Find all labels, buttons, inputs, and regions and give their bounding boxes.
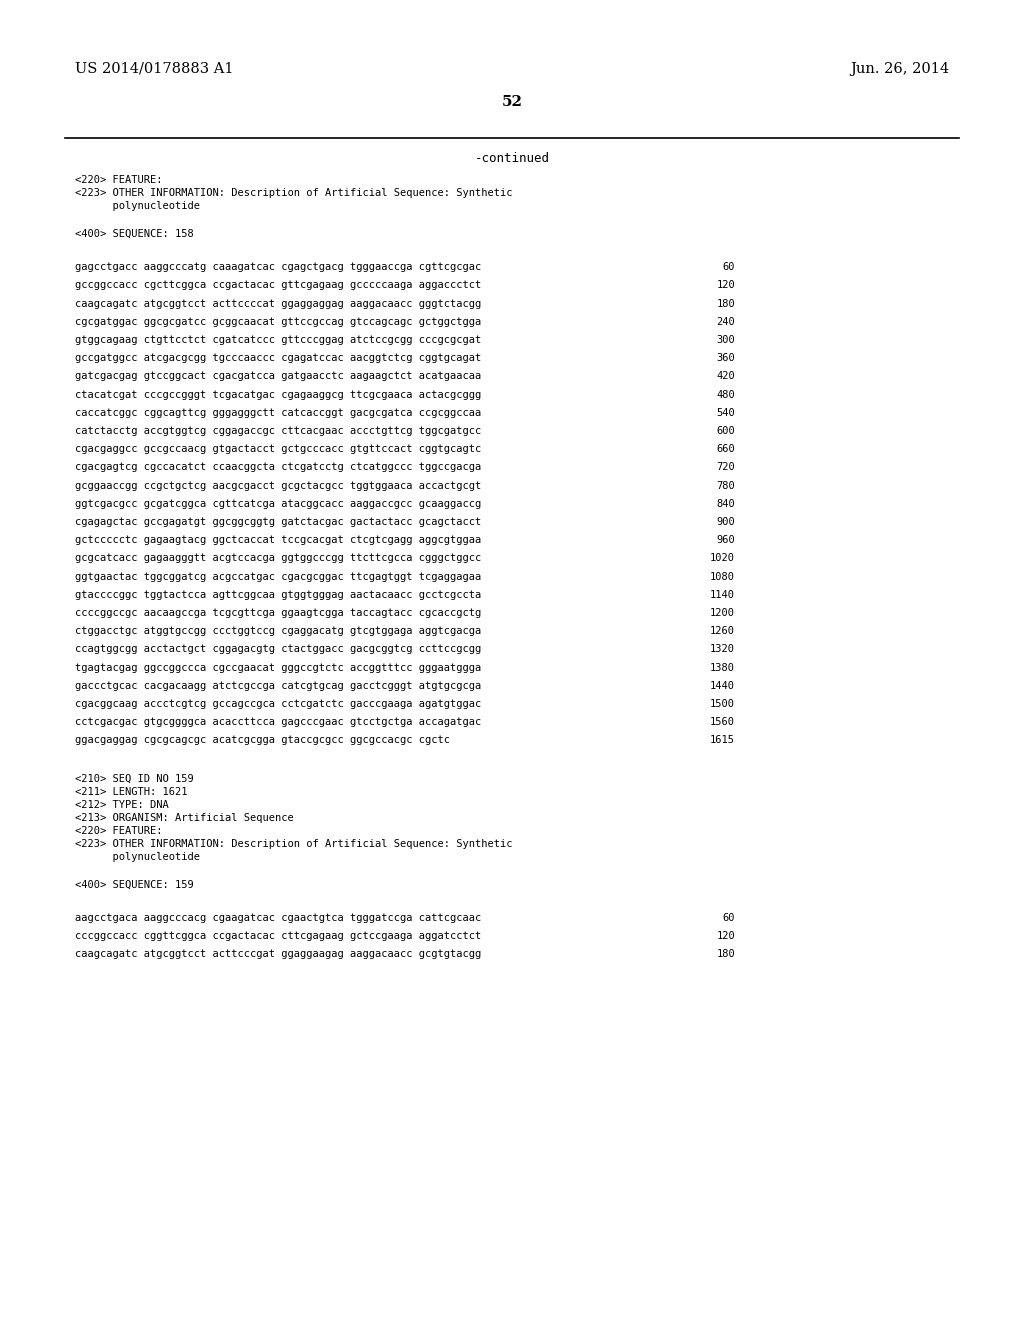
Text: cgagagctac gccgagatgt ggcggcggtg gatctacgac gactactacc gcagctacct: cgagagctac gccgagatgt ggcggcggtg gatctac… <box>75 517 481 527</box>
Text: cgacgagtcg cgccacatct ccaacggcta ctcgatcctg ctcatggccc tggccgacga: cgacgagtcg cgccacatct ccaacggcta ctcgatc… <box>75 462 481 473</box>
Text: 120: 120 <box>716 280 735 290</box>
Text: <223> OTHER INFORMATION: Description of Artificial Sequence: Synthetic: <223> OTHER INFORMATION: Description of … <box>75 187 512 198</box>
Text: cgcgatggac ggcgcgatcc gcggcaacat gttccgccag gtccagcagc gctggctgga: cgcgatggac ggcgcgatcc gcggcaacat gttccgc… <box>75 317 481 327</box>
Text: 240: 240 <box>716 317 735 327</box>
Text: <212> TYPE: DNA: <212> TYPE: DNA <box>75 800 169 809</box>
Text: 1560: 1560 <box>710 717 735 727</box>
Text: 540: 540 <box>716 408 735 418</box>
Text: <220> FEATURE:: <220> FEATURE: <box>75 825 163 836</box>
Text: gtaccccggc tggtactcca agttcggcaa gtggtgggag aactacaacc gcctcgccta: gtaccccggc tggtactcca agttcggcaa gtggtgg… <box>75 590 481 599</box>
Text: 60: 60 <box>723 263 735 272</box>
Text: caccatcggc cggcagttcg gggagggctt catcaccggt gacgcgatca ccgcggccaa: caccatcggc cggcagttcg gggagggctt catcacc… <box>75 408 481 418</box>
Text: 600: 600 <box>716 426 735 436</box>
Text: cgacggcaag accctcgtcg gccagccgca cctcgatctc gacccgaaga agatgtggac: cgacggcaag accctcgtcg gccagccgca cctcgat… <box>75 700 481 709</box>
Text: cctcgacgac gtgcggggca acaccttcca gagcccgaac gtcctgctga accagatgac: cctcgacgac gtgcggggca acaccttcca gagcccg… <box>75 717 481 727</box>
Text: ggacgaggag cgcgcagcgc acatcgcgga gtaccgcgcc ggcgccacgc cgctc: ggacgaggag cgcgcagcgc acatcgcgga gtaccgc… <box>75 735 450 746</box>
Text: gatcgacgag gtccggcact cgacgatcca gatgaacctc aagaagctct acatgaacaa: gatcgacgag gtccggcact cgacgatcca gatgaac… <box>75 371 481 381</box>
Text: 360: 360 <box>716 354 735 363</box>
Text: 1260: 1260 <box>710 626 735 636</box>
Text: 1500: 1500 <box>710 700 735 709</box>
Text: ggtcgacgcc gcgatcggca cgttcatcga atacggcacc aaggaccgcc gcaaggaccg: ggtcgacgcc gcgatcggca cgttcatcga atacggc… <box>75 499 481 508</box>
Text: 1200: 1200 <box>710 609 735 618</box>
Text: <213> ORGANISM: Artificial Sequence: <213> ORGANISM: Artificial Sequence <box>75 813 294 822</box>
Text: 1320: 1320 <box>710 644 735 655</box>
Text: gccgatggcc atcgacgcgg tgcccaaccc cgagatccac aacggtctcg cggtgcagat: gccgatggcc atcgacgcgg tgcccaaccc cgagatc… <box>75 354 481 363</box>
Text: ctacatcgat cccgccgggt tcgacatgac cgagaaggcg ttcgcgaaca actacgcggg: ctacatcgat cccgccgggt tcgacatgac cgagaag… <box>75 389 481 400</box>
Text: 1615: 1615 <box>710 735 735 746</box>
Text: 180: 180 <box>716 298 735 309</box>
Text: <223> OTHER INFORMATION: Description of Artificial Sequence: Synthetic: <223> OTHER INFORMATION: Description of … <box>75 838 512 849</box>
Text: gtggcagaag ctgttcctct cgatcatccc gttcccggag atctccgcgg cccgcgcgat: gtggcagaag ctgttcctct cgatcatccc gttcccg… <box>75 335 481 345</box>
Text: 480: 480 <box>716 389 735 400</box>
Text: 120: 120 <box>716 931 735 941</box>
Text: 60: 60 <box>723 913 735 923</box>
Text: polynucleotide: polynucleotide <box>75 201 200 211</box>
Text: 1380: 1380 <box>710 663 735 673</box>
Text: <220> FEATURE:: <220> FEATURE: <box>75 176 163 185</box>
Text: <210> SEQ ID NO 159: <210> SEQ ID NO 159 <box>75 774 194 784</box>
Text: 52: 52 <box>502 95 522 110</box>
Text: <211> LENGTH: 1621: <211> LENGTH: 1621 <box>75 787 187 796</box>
Text: cccggccacc cggttcggca ccgactacac cttcgagaag gctccgaaga aggatcctct: cccggccacc cggttcggca ccgactacac cttcgag… <box>75 931 481 941</box>
Text: 180: 180 <box>716 949 735 960</box>
Text: Jun. 26, 2014: Jun. 26, 2014 <box>850 62 949 77</box>
Text: <400> SEQUENCE: 159: <400> SEQUENCE: 159 <box>75 879 194 890</box>
Text: ggtgaactac tggcggatcg acgccatgac cgacgcggac ttcgagtggt tcgaggagaa: ggtgaactac tggcggatcg acgccatgac cgacgcg… <box>75 572 481 582</box>
Text: 1440: 1440 <box>710 681 735 690</box>
Text: aagcctgaca aaggcccacg cgaagatcac cgaactgtca tgggatccga cattcgcaac: aagcctgaca aaggcccacg cgaagatcac cgaactg… <box>75 913 481 923</box>
Text: caagcagatc atgcggtcct acttccccat ggaggaggag aaggacaacc gggtctacgg: caagcagatc atgcggtcct acttccccat ggaggag… <box>75 298 481 309</box>
Text: 660: 660 <box>716 445 735 454</box>
Text: ctggacctgc atggtgccgg ccctggtccg cgaggacatg gtcgtggaga aggtcgacga: ctggacctgc atggtgccgg ccctggtccg cgaggac… <box>75 626 481 636</box>
Text: 300: 300 <box>716 335 735 345</box>
Text: caagcagatc atgcggtcct acttcccgat ggaggaagag aaggacaacc gcgtgtacgg: caagcagatc atgcggtcct acttcccgat ggaggaa… <box>75 949 481 960</box>
Text: 900: 900 <box>716 517 735 527</box>
Text: US 2014/0178883 A1: US 2014/0178883 A1 <box>75 62 233 77</box>
Text: gagcctgacc aaggcccatg caaagatcac cgagctgacg tgggaaccga cgttcgcgac: gagcctgacc aaggcccatg caaagatcac cgagctg… <box>75 263 481 272</box>
Text: 1140: 1140 <box>710 590 735 599</box>
Text: <400> SEQUENCE: 158: <400> SEQUENCE: 158 <box>75 228 194 239</box>
Text: gccggccacc cgcttcggca ccgactacac gttcgagaag gcccccaaga aggaccctct: gccggccacc cgcttcggca ccgactacac gttcgag… <box>75 280 481 290</box>
Text: gctccccctc gagaagtacg ggctcaccat tccgcacgat ctcgtcgagg aggcgtggaa: gctccccctc gagaagtacg ggctcaccat tccgcac… <box>75 535 481 545</box>
Text: gcggaaccgg ccgctgctcg aacgcgacct gcgctacgcc tggtggaaca accactgcgt: gcggaaccgg ccgctgctcg aacgcgacct gcgctac… <box>75 480 481 491</box>
Text: ccccggccgc aacaagccga tcgcgttcga ggaagtcgga taccagtacc cgcaccgctg: ccccggccgc aacaagccga tcgcgttcga ggaagtc… <box>75 609 481 618</box>
Text: 1020: 1020 <box>710 553 735 564</box>
Text: gcgcatcacc gagaagggtt acgtccacga ggtggcccgg ttcttcgcca cgggctggcc: gcgcatcacc gagaagggtt acgtccacga ggtggcc… <box>75 553 481 564</box>
Text: 780: 780 <box>716 480 735 491</box>
Text: 720: 720 <box>716 462 735 473</box>
Text: 840: 840 <box>716 499 735 508</box>
Text: catctacctg accgtggtcg cggagaccgc cttcacgaac accctgttcg tggcgatgcc: catctacctg accgtggtcg cggagaccgc cttcacg… <box>75 426 481 436</box>
Text: polynucleotide: polynucleotide <box>75 851 200 862</box>
Text: ccagtggcgg acctactgct cggagacgtg ctactggacc gacgcggtcg ccttccgcgg: ccagtggcgg acctactgct cggagacgtg ctactgg… <box>75 644 481 655</box>
Text: 960: 960 <box>716 535 735 545</box>
Text: 1080: 1080 <box>710 572 735 582</box>
Text: gaccctgcac cacgacaagg atctcgccga catcgtgcag gacctcgggt atgtgcgcga: gaccctgcac cacgacaagg atctcgccga catcgtg… <box>75 681 481 690</box>
Text: cgacgaggcc gccgccaacg gtgactacct gctgcccacc gtgttccact cggtgcagtc: cgacgaggcc gccgccaacg gtgactacct gctgccc… <box>75 445 481 454</box>
Text: -continued: -continued <box>474 152 550 165</box>
Text: tgagtacgag ggccggccca cgccgaacat gggccgtctc accggtttcc gggaatggga: tgagtacgag ggccggccca cgccgaacat gggccgt… <box>75 663 481 673</box>
Text: 420: 420 <box>716 371 735 381</box>
